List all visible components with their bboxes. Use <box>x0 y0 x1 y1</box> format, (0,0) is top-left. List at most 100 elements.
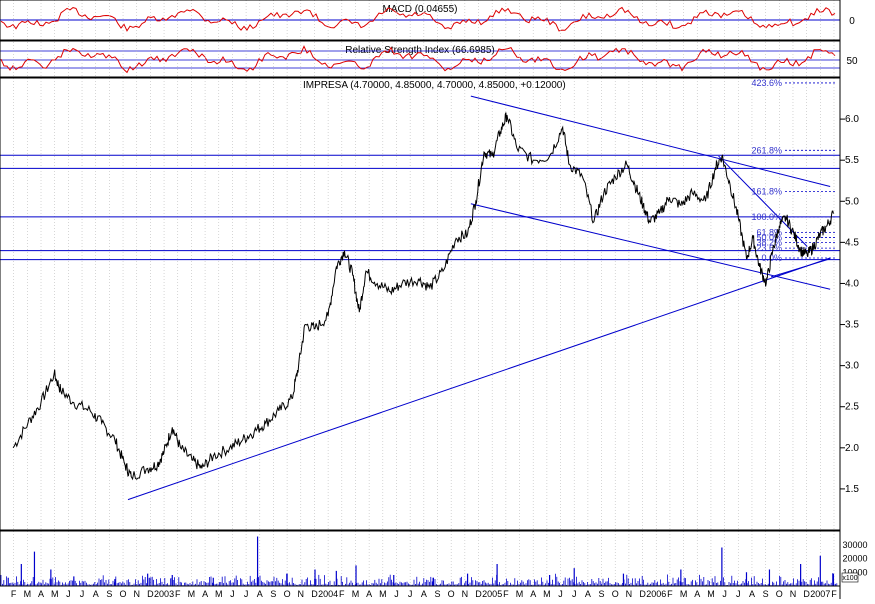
month-tick-label: O <box>612 589 619 599</box>
month-tick-label: J <box>558 589 563 599</box>
month-tick-label: J <box>394 589 399 599</box>
trend-line <box>127 257 831 501</box>
month-tick-label: M <box>543 589 551 599</box>
month-tick-label: M <box>379 589 387 599</box>
rsi-label: Relative Strength Index (66.6985) <box>345 45 495 56</box>
month-tick-label: A <box>421 589 427 599</box>
price-title: IMPRESA (4.70000, 4.85000, 4.70000, 4.85… <box>303 80 566 91</box>
month-tick-label: M <box>24 589 32 599</box>
price-ytick-label: 5.0 <box>845 196 859 207</box>
rsi-fifty-tick: 50 <box>846 56 858 67</box>
month-tick-label: D <box>475 589 482 599</box>
month-tick-label: M <box>51 589 59 599</box>
rsi-line <box>0 45 836 74</box>
month-tick-label: D <box>639 589 646 599</box>
volume-unit-box <box>841 572 859 583</box>
month-tick-label: M <box>516 589 524 599</box>
month-tick-label: A <box>257 589 263 599</box>
price-ytick-label: 5.5 <box>845 155 859 166</box>
volume-ytick-label: 20000 <box>842 554 867 564</box>
month-tick-label: S <box>106 589 112 599</box>
month-tick-label: J <box>408 589 413 599</box>
month-tick-label: S <box>763 589 769 599</box>
fibonacci-level-label: 0.0% <box>761 253 782 263</box>
month-tick-label: A <box>202 589 208 599</box>
month-tick-label: F <box>667 589 673 599</box>
month-tick-label: J <box>66 589 71 599</box>
month-tick-label: N <box>298 589 305 599</box>
month-tick-label: D <box>803 589 810 599</box>
month-tick-label: A <box>585 589 591 599</box>
month-tick-label: D <box>311 589 318 599</box>
month-tick-label: O <box>448 589 455 599</box>
price-ytick-label: 6.0 <box>845 114 859 125</box>
month-tick-label: S <box>599 589 605 599</box>
macd-zero-tick: 0 <box>849 16 855 27</box>
month-tick-label: S <box>270 589 276 599</box>
macd-label: MACD (0.04655) <box>382 4 457 15</box>
month-tick-label: F <box>339 589 345 599</box>
macd-panel: MACD (0.04655) 0 <box>0 4 855 32</box>
fibonacci-level-label: 100.0% <box>751 212 782 222</box>
month-tick-label: M <box>215 589 223 599</box>
month-tick-label: J <box>244 589 249 599</box>
month-tick-label: O <box>284 589 291 599</box>
month-tick-label: A <box>38 589 44 599</box>
month-tick-label: J <box>736 589 741 599</box>
month-tick-label: F <box>175 589 181 599</box>
month-tick-label: A <box>530 589 536 599</box>
month-tick-label: N <box>790 589 797 599</box>
month-tick-label: A <box>366 589 372 599</box>
price-ytick-label: 3.0 <box>845 361 859 372</box>
price-ytick-label: 1.5 <box>845 484 859 495</box>
month-tick-label: A <box>93 589 99 599</box>
price-ytick-label: 2.5 <box>845 402 859 413</box>
month-tick-label: O <box>120 589 127 599</box>
volume-ytick-label: 10000 <box>842 567 867 577</box>
volume-unit-label: x100 <box>842 575 857 582</box>
month-tick-label: M <box>707 589 715 599</box>
month-tick-label: M <box>352 589 360 599</box>
month-tick-label: J <box>80 589 85 599</box>
month-tick-label: M <box>188 589 196 599</box>
fibonacci-level-label: 161.8% <box>751 186 782 196</box>
trend-line <box>470 95 831 187</box>
macd-line <box>0 6 836 32</box>
month-tick-label: A <box>749 589 755 599</box>
fibonacci-level-label: 423.6% <box>751 78 782 88</box>
fibonacci-level-label: 261.8% <box>751 145 782 155</box>
price-line <box>12 112 834 481</box>
month-tick-label: N <box>626 589 633 599</box>
month-tick-label: O <box>776 589 783 599</box>
year-tick-label: 2005 <box>482 589 502 599</box>
month-tick-label: D <box>147 589 154 599</box>
fibonacci-level-label: 50.0% <box>756 232 782 242</box>
fibonacci-level-label: 61.8% <box>756 228 782 238</box>
month-tick-label: A <box>694 589 700 599</box>
month-tick-label: J <box>572 589 577 599</box>
year-tick-label: 2004 <box>318 589 338 599</box>
price-ytick-label: 2.0 <box>845 443 859 454</box>
month-tick-label: F <box>503 589 509 599</box>
month-tick-label: N <box>462 589 469 599</box>
month-tick-label: J <box>230 589 235 599</box>
fibonacci-level-label: 38.2% <box>756 237 782 247</box>
price-ytick-label: 4.0 <box>845 278 859 289</box>
year-tick-label: 2003 <box>154 589 174 599</box>
trend-line <box>470 203 831 290</box>
trend-line <box>718 155 808 247</box>
month-tick-label: J <box>722 589 727 599</box>
volume-ytick-label: 30000 <box>842 540 867 550</box>
month-tick-label: M <box>680 589 688 599</box>
month-tick-label: F <box>11 589 17 599</box>
fibonacci-level-label: 23.6% <box>756 243 782 253</box>
price-panel: IMPRESA (4.70000, 4.85000, 4.70000, 4.85… <box>0 0 859 586</box>
year-tick-label: 2007 <box>810 589 830 599</box>
trend-line <box>770 258 831 278</box>
price-ytick-label: 3.5 <box>845 320 859 331</box>
month-tick-label: S <box>434 589 440 599</box>
